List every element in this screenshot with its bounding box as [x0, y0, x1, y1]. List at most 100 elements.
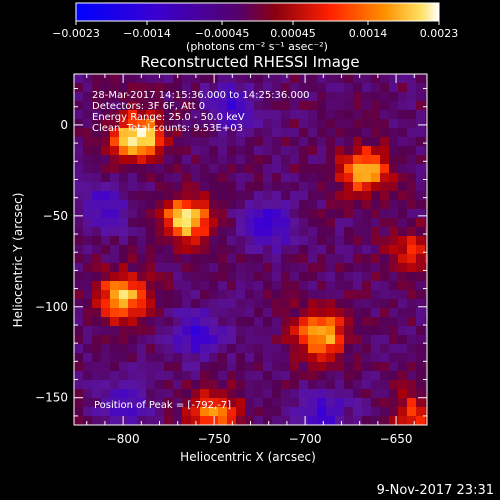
heatmap-cell: [398, 146, 408, 156]
heatmap-cell: [218, 227, 228, 237]
heatmap-cell: [290, 371, 300, 381]
heatmap-cell: [164, 299, 174, 309]
heatmap-cell: [164, 191, 174, 201]
heatmap-cell: [137, 119, 147, 129]
heatmap-cell: [128, 308, 138, 318]
heatmap-cell: [200, 416, 210, 425]
heatmap-cell: [137, 182, 147, 192]
heatmap-cell: [191, 191, 201, 201]
heatmap-cell: [101, 380, 111, 390]
heatmap-cell: [146, 200, 156, 210]
heatmap-cell: [191, 380, 201, 390]
heatmap-cell: [101, 146, 111, 156]
heatmap-cell: [173, 254, 183, 264]
heatmap-cell: [191, 137, 201, 147]
heatmap-cell: [119, 398, 129, 408]
heatmap-cell: [254, 380, 264, 390]
heatmap-cell: [173, 137, 183, 147]
heatmap-cell: [218, 299, 228, 309]
heatmap-cell: [155, 317, 165, 327]
heatmap-cell: [191, 299, 201, 309]
heatmap-cell: [92, 110, 102, 120]
heatmap-cell: [416, 245, 426, 255]
heatmap-cell: [371, 326, 381, 336]
heatmap-cell: [155, 101, 165, 111]
heatmap-cell: [119, 353, 129, 363]
heatmap-cell: [74, 236, 84, 246]
heatmap-cell: [263, 272, 273, 282]
heatmap-cell: [209, 146, 219, 156]
heatmap-cell: [263, 353, 273, 363]
heatmap-cell: [209, 182, 219, 192]
heatmap-cell: [407, 344, 417, 354]
heatmap-cell: [281, 299, 291, 309]
heatmap-cell: [227, 74, 237, 84]
heatmap-cell: [182, 371, 192, 381]
heatmap-cell: [191, 173, 201, 183]
heatmap-cell: [344, 416, 354, 425]
heatmap-cell: [227, 344, 237, 354]
heatmap-cell: [380, 74, 390, 84]
heatmap-cell: [137, 317, 147, 327]
heatmap-cell: [299, 119, 309, 129]
heatmap-cell: [128, 209, 138, 219]
heatmap-cell: [317, 299, 327, 309]
heatmap-cell: [326, 128, 336, 138]
heatmap-cell: [173, 200, 183, 210]
heatmap-cell: [362, 209, 372, 219]
heatmap-cell: [191, 326, 201, 336]
heatmap-cell: [200, 119, 210, 129]
heatmap-cell: [371, 164, 381, 174]
heatmap-cell: [326, 371, 336, 381]
heatmap-cell: [101, 227, 111, 237]
heatmap-cell: [326, 272, 336, 282]
x-tick-label: −650: [380, 432, 413, 446]
heatmap-cell: [236, 416, 246, 425]
heatmap-cell: [164, 335, 174, 345]
heatmap-cell: [101, 236, 111, 246]
heatmap-cell: [245, 200, 255, 210]
heatmap-cell: [299, 83, 309, 93]
heatmap-cell: [362, 362, 372, 372]
heatmap-cell: [128, 164, 138, 174]
heatmap-cell: [317, 164, 327, 174]
heatmap-cell: [398, 362, 408, 372]
heatmap-cell: [326, 218, 336, 228]
heatmap-cell: [407, 155, 417, 165]
heatmap-cell: [308, 263, 318, 273]
heatmap-cell: [326, 101, 336, 111]
heatmap-cell: [218, 335, 228, 345]
heatmap-cell: [371, 200, 381, 210]
heatmap-cell: [74, 308, 84, 318]
heatmap-cell: [164, 407, 174, 417]
heatmap-cell: [164, 416, 174, 425]
heatmap-cell: [272, 146, 282, 156]
heatmap-cell: [380, 173, 390, 183]
heatmap-cell: [389, 380, 399, 390]
heatmap-cell: [425, 272, 427, 282]
heatmap-cell: [191, 371, 201, 381]
heatmap-cell: [308, 380, 318, 390]
heatmap-cell: [245, 353, 255, 363]
heatmap-cell: [326, 362, 336, 372]
heatmap-cell: [380, 416, 390, 425]
heatmap-cell: [83, 245, 93, 255]
heatmap-cell: [425, 362, 427, 372]
heatmap-cell: [164, 380, 174, 390]
heatmap-cell: [92, 227, 102, 237]
heatmap-cell: [335, 362, 345, 372]
heatmap-cell: [335, 380, 345, 390]
heatmap-cell: [425, 344, 427, 354]
heatmap-cell: [281, 209, 291, 219]
heatmap-cell: [173, 299, 183, 309]
heatmap-cell: [137, 209, 147, 219]
heatmap-cell: [74, 371, 84, 381]
heatmap-cell: [389, 317, 399, 327]
heatmap-cell: [92, 254, 102, 264]
heatmap-cell: [128, 146, 138, 156]
heatmap-cell: [101, 344, 111, 354]
heatmap-cell: [335, 101, 345, 111]
heatmap-cell: [398, 398, 408, 408]
heatmap-cell: [281, 272, 291, 282]
heatmap-cell: [191, 128, 201, 138]
